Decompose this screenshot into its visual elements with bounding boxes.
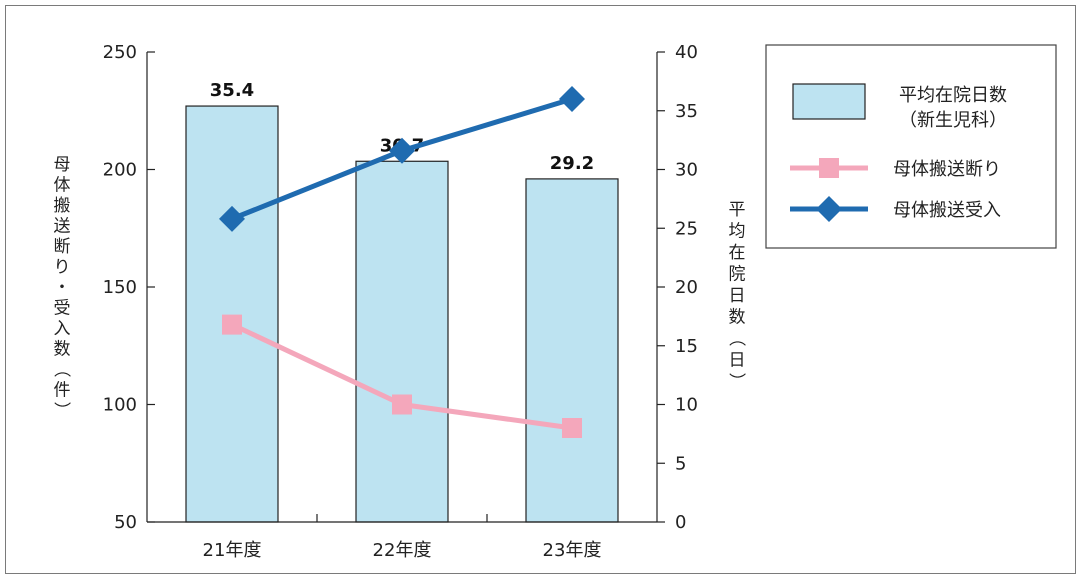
y-left-tick-label: 250 xyxy=(103,42,137,63)
y-right-axis-title: 平均在院日数（日） xyxy=(726,200,746,390)
legend-label-refusal: 母体搬送断り xyxy=(893,159,1001,180)
axis-title-char: 母 xyxy=(54,155,71,175)
axis-title-char: 入 xyxy=(54,319,71,339)
legend-label-bar-line2: （新生児科） xyxy=(899,110,1007,131)
axis-title-char: 数 xyxy=(729,308,746,328)
axis-title-char: ） xyxy=(51,402,71,419)
y-left-tick-label: 50 xyxy=(114,512,137,533)
axis-title-char: 日 xyxy=(729,351,746,371)
refusal-point-3 xyxy=(562,418,582,438)
y-left-tick-label: 100 xyxy=(103,395,137,416)
x-tick-label-1: 21年度 xyxy=(203,540,262,561)
axis-title-char: 均 xyxy=(729,222,746,242)
legend-swatch-refusal-marker xyxy=(819,158,839,178)
axis-title-char: 体 xyxy=(54,176,71,196)
legend-label-bar: 平均在院日数 xyxy=(899,85,1007,106)
y-right-tick-label: 15 xyxy=(675,336,698,357)
y-left-tick-label: 150 xyxy=(103,277,137,298)
y-right-tick-label: 30 xyxy=(675,160,698,181)
acceptance-point-1 xyxy=(219,205,245,232)
axis-title-char: 送 xyxy=(54,217,71,237)
x-tick-label-2: 22年度 xyxy=(373,540,432,561)
axis-title-char: 件 xyxy=(54,381,71,401)
y-left-axis-title: 母体搬送断り・受入数（ 件） xyxy=(51,155,71,419)
axis-title-char: 断 xyxy=(54,237,71,257)
legend-swatch-acceptance-marker xyxy=(816,196,842,222)
bar-3 xyxy=(525,178,619,523)
legend-label-acceptance: 母体搬送受入 xyxy=(893,200,1001,221)
axis-title-char: ） xyxy=(726,373,746,390)
axis-title-char: り xyxy=(54,258,71,278)
axes: 50 100 150 200 250 0 5 10 15 20 25 30 35 40 21年度 22年度 23… xyxy=(51,42,746,561)
acceptance-point-3 xyxy=(559,86,585,112)
y-right-tick-label: 25 xyxy=(675,218,698,239)
legend-box xyxy=(765,44,1057,249)
acceptance-point-2 xyxy=(389,137,415,164)
bar-2 xyxy=(355,160,449,523)
refusal-point-1 xyxy=(222,314,242,335)
y-right-tick-label: 10 xyxy=(675,395,698,416)
plot-area: 35.430.729.2 xyxy=(185,80,619,523)
axis-title-char: （ xyxy=(726,330,746,347)
y-right-tick-label: 35 xyxy=(675,101,698,122)
axis-title-char: 数 xyxy=(54,340,71,360)
bar-data-label-3: 29.2 xyxy=(550,153,594,174)
bar-data-label-1: 35.4 xyxy=(210,80,254,101)
axis-title-char: （ xyxy=(51,361,71,378)
axis-title-char: 在 xyxy=(729,243,746,263)
axis-title-char: 平 xyxy=(729,200,746,220)
y-right-tick-label: 5 xyxy=(675,453,686,474)
y-right-tick-label: 0 xyxy=(675,512,686,533)
axis-title-char: 院 xyxy=(729,265,746,285)
axis-title-char: 日 xyxy=(729,286,746,306)
y-right-tick-label: 40 xyxy=(675,42,698,63)
axis-title-char: ・ xyxy=(54,278,71,298)
axis-title-char: 搬 xyxy=(54,196,71,216)
refusal-point-2 xyxy=(392,394,412,415)
y-right-tick-label: 20 xyxy=(675,277,698,298)
legend-swatch-bar xyxy=(792,83,866,120)
axis-title-char: 受 xyxy=(54,299,71,319)
y-left-tick-label: 200 xyxy=(103,160,137,181)
bar-1 xyxy=(185,105,279,523)
x-tick-label-3: 23年度 xyxy=(543,540,602,561)
